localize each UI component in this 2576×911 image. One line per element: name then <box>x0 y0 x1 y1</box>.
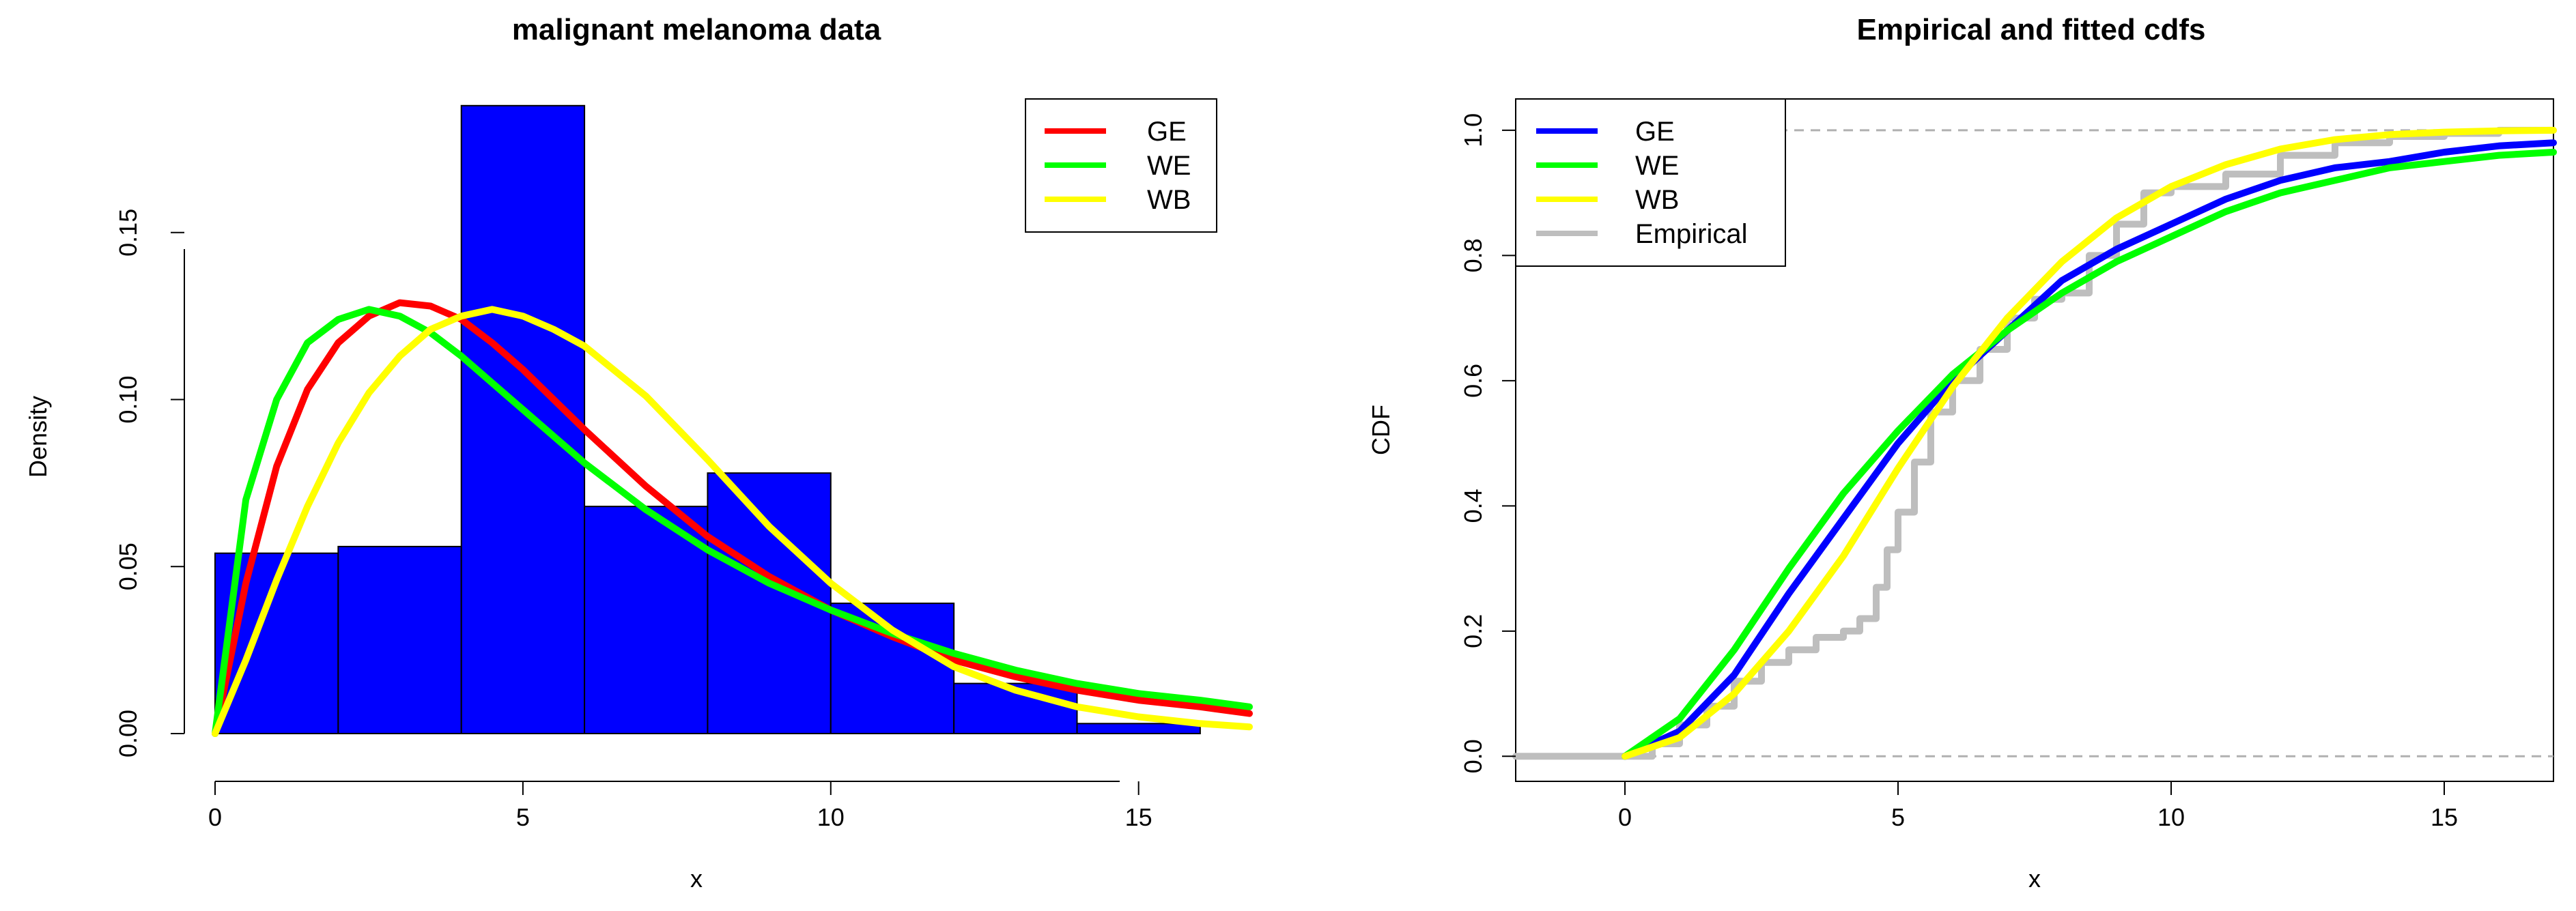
right-legend-label-empirical: Empirical <box>1635 219 1747 249</box>
left-legend: GE WE WB <box>1025 98 1217 233</box>
left-density-curves <box>212 299 1253 737</box>
left-y-tick-label: 0.10 <box>114 375 142 423</box>
cdf-curve-we <box>1622 149 2557 760</box>
right-plot-frame <box>1515 98 2554 782</box>
left-y-axis-label: Density <box>24 396 52 478</box>
cdf-curve-ge <box>1622 139 2557 760</box>
left-legend-label-wb: WB <box>1147 185 1191 215</box>
left-chart-title: malignant melanoma data <box>512 13 881 46</box>
right-x-tick-label: 10 <box>2157 803 2185 831</box>
left-x-tick-label: 5 <box>516 803 530 831</box>
right-legend-label-wb: WB <box>1635 185 1679 215</box>
left-y-tick-label: 0.05 <box>114 543 142 590</box>
right-legend-label-we: WE <box>1635 151 1679 181</box>
left-y-tick-label: 0.15 <box>114 209 142 257</box>
histogram-bar-2 <box>460 104 586 734</box>
right-x-axis-label: x <box>2028 865 2041 893</box>
right-y-tick-label: 0.6 <box>1459 364 1487 398</box>
left-legend-label-ge: GE <box>1147 117 1187 147</box>
density-curve-we <box>212 306 1253 737</box>
left-y-tick-label: 0.00 <box>114 710 142 757</box>
right-x-tick-label: 5 <box>1891 803 1905 831</box>
left-x-tick-label: 0 <box>208 803 222 831</box>
left-x-tick-label: 15 <box>1125 803 1152 831</box>
left-x-ticks: 0 5 10 15 <box>208 781 1152 831</box>
right-legend-box <box>1515 98 1786 267</box>
left-x-axis-label: x <box>690 865 703 893</box>
left-chart-panel: malignant melanoma data 0 5 10 15 0.000.050… <box>24 13 1253 893</box>
right-x-ticks: 0 5 10 15 <box>1618 781 2458 831</box>
right-y-tick-label: 0.4 <box>1459 489 1487 523</box>
right-y-tick-label: 0.2 <box>1459 614 1487 648</box>
histogram-bar-5 <box>830 603 955 735</box>
right-x-tick-label: 0 <box>1618 803 1632 831</box>
right-y-tick-label: 1.0 <box>1459 113 1487 147</box>
right-chart-title: Empirical and fitted cdfs <box>1857 13 2206 46</box>
histogram-bar-3 <box>584 506 709 734</box>
histogram-bar-7 <box>1076 723 1201 735</box>
right-x-tick-label: 15 <box>2431 803 2458 831</box>
right-y-axis-label: CDF <box>1367 405 1395 455</box>
left-histogram-bars <box>214 104 1201 735</box>
right-legend-label-ge: GE <box>1635 117 1675 147</box>
left-x-tick-label: 10 <box>817 803 845 831</box>
histogram-bar-1 <box>337 545 462 734</box>
right-y-tick-label: 0.8 <box>1459 238 1487 272</box>
cdf-curve-wb <box>1622 126 2557 760</box>
right-y-tick-label: 0.0 <box>1459 739 1487 773</box>
right-legend: GE WE WB Empirical <box>1515 98 1786 267</box>
right-y-ticks: 0.0 0.2 0.4 0.6 0.8 1.0 <box>1459 113 1516 773</box>
left-axes <box>184 249 1120 782</box>
density-curve-wb <box>212 306 1253 737</box>
left-legend-label-we: WE <box>1147 151 1191 181</box>
cdf-curve-empirical <box>1512 126 2557 760</box>
right-cdf-curves <box>1512 126 2557 760</box>
right-chart-panel: Empirical and fitted cdfs 0 5 10 15 0.00.20… <box>1367 13 2557 893</box>
density-curve-ge <box>212 299 1253 737</box>
left-y-ticks: 0.00 0.05 0.10 0.15 <box>114 209 184 757</box>
